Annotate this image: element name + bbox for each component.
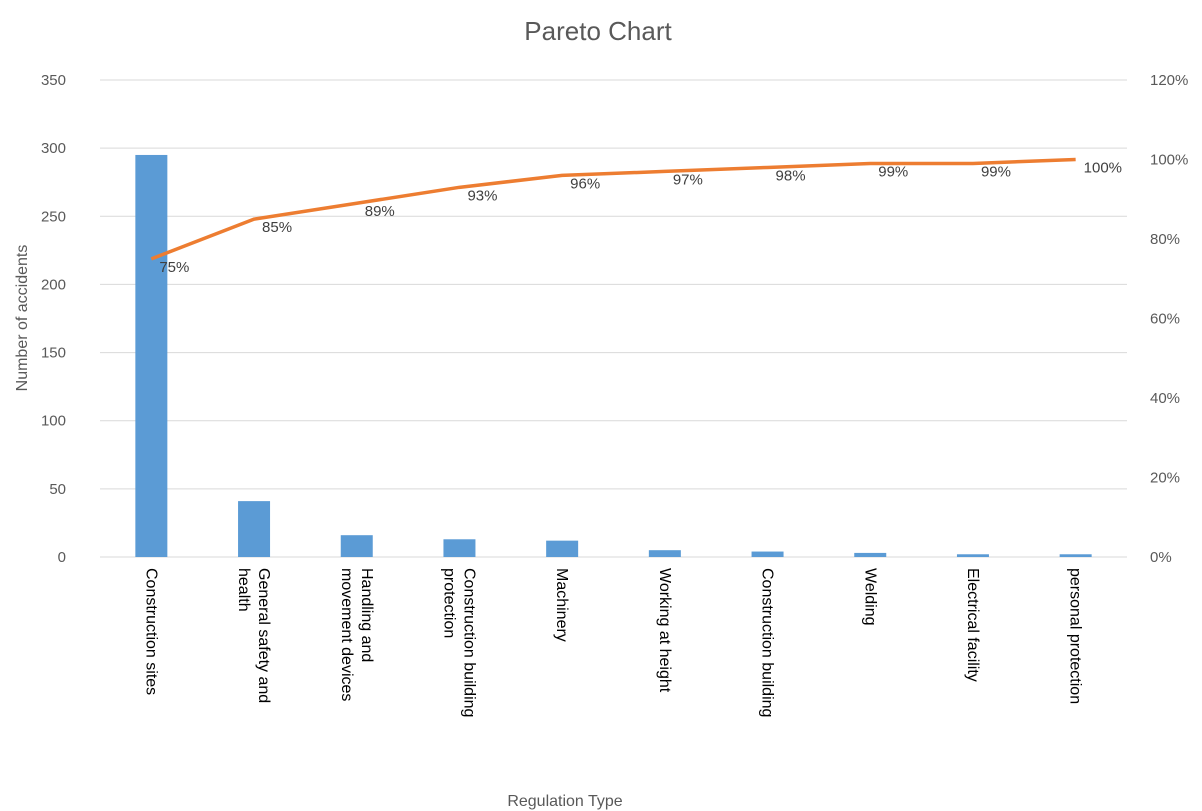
cumulative-label: 96% <box>570 175 600 192</box>
x-axis-label: Regulation Type <box>507 793 622 810</box>
y-tick-label: 50 <box>49 481 66 498</box>
y2-tick-label: 80% <box>1150 231 1180 248</box>
cumulative-label: 98% <box>776 167 806 184</box>
cumulative-label: 97% <box>673 171 703 188</box>
y-axis-ticks: 0 50 100 150 200 250 300 350 <box>41 72 66 566</box>
bar <box>648 550 681 557</box>
cumulative-label: 75% <box>159 259 189 276</box>
category-label: Construction sites <box>142 568 159 695</box>
cumulative-line <box>150 157 1076 261</box>
cumulative-data-labels: 75% 85% 89% 93% 96% 97% 98% 99% 99% 100% <box>159 160 1122 276</box>
category-label: personal protection <box>1067 568 1084 704</box>
y2-tick-label: 100% <box>1150 152 1188 169</box>
category-label-line: movement devices <box>338 568 355 701</box>
y-tick-label: 150 <box>41 345 66 362</box>
category-label-line: Construction building <box>759 568 776 717</box>
category-label-line: Welding <box>861 568 878 626</box>
category-label: Electrical facility <box>964 568 981 682</box>
y2-tick-label: 40% <box>1150 390 1180 407</box>
category-label: Machinery <box>553 568 570 642</box>
bar <box>956 554 989 557</box>
bar <box>854 552 887 557</box>
cumulative-label: 89% <box>365 203 395 220</box>
category-labels: Construction sites General safety andheal… <box>142 568 1083 717</box>
category-label-line: personal protection <box>1067 568 1084 704</box>
y-tick-label: 300 <box>41 140 66 157</box>
category-label-line: Electrical facility <box>964 568 981 682</box>
y2-tick-label: 20% <box>1150 470 1180 487</box>
bar <box>1059 554 1092 557</box>
category-label-line: Construction sites <box>142 568 159 695</box>
y-axis-label: Number of accidents <box>14 245 31 392</box>
bar <box>135 154 168 557</box>
cumulative-line-series <box>150 157 1076 261</box>
cumulative-label: 93% <box>467 187 497 204</box>
category-label-line: health <box>235 568 252 612</box>
category-label-line: Handling and <box>358 568 375 662</box>
cumulative-label: 100% <box>1084 160 1122 177</box>
y2-tick-label: 120% <box>1150 72 1188 89</box>
category-label-line: protection <box>440 568 457 638</box>
cumulative-label: 99% <box>878 163 908 180</box>
bar <box>443 539 476 557</box>
gridlines <box>100 79 1127 558</box>
category-label: Welding <box>861 568 878 626</box>
chart-title: Pareto Chart <box>524 16 672 46</box>
cumulative-label: 85% <box>262 219 292 236</box>
category-label-line: Construction building <box>460 568 477 717</box>
bar <box>340 535 373 557</box>
bar <box>751 551 784 557</box>
y-tick-label: 250 <box>41 208 66 225</box>
bar <box>238 501 271 557</box>
category-label-line: Working at height <box>656 568 673 693</box>
y2-tick-label: 60% <box>1150 311 1180 328</box>
category-label-line: General safety and <box>255 568 272 703</box>
bar <box>546 540 579 557</box>
y-tick-label: 200 <box>41 276 66 293</box>
category-label: Working at height <box>656 568 673 693</box>
category-label: Construction building <box>759 568 776 717</box>
y-tick-label: 100 <box>41 413 66 430</box>
y-tick-label: 0 <box>58 549 66 566</box>
y-tick-label: 350 <box>41 72 66 89</box>
category-label-line: Machinery <box>553 568 570 642</box>
bar-series <box>135 154 1092 557</box>
cumulative-label: 99% <box>981 163 1011 180</box>
y2-tick-label: 0% <box>1150 549 1172 566</box>
y2-axis-ticks: 0% 20% 40% 60% 80% 100% 120% <box>1150 72 1188 566</box>
